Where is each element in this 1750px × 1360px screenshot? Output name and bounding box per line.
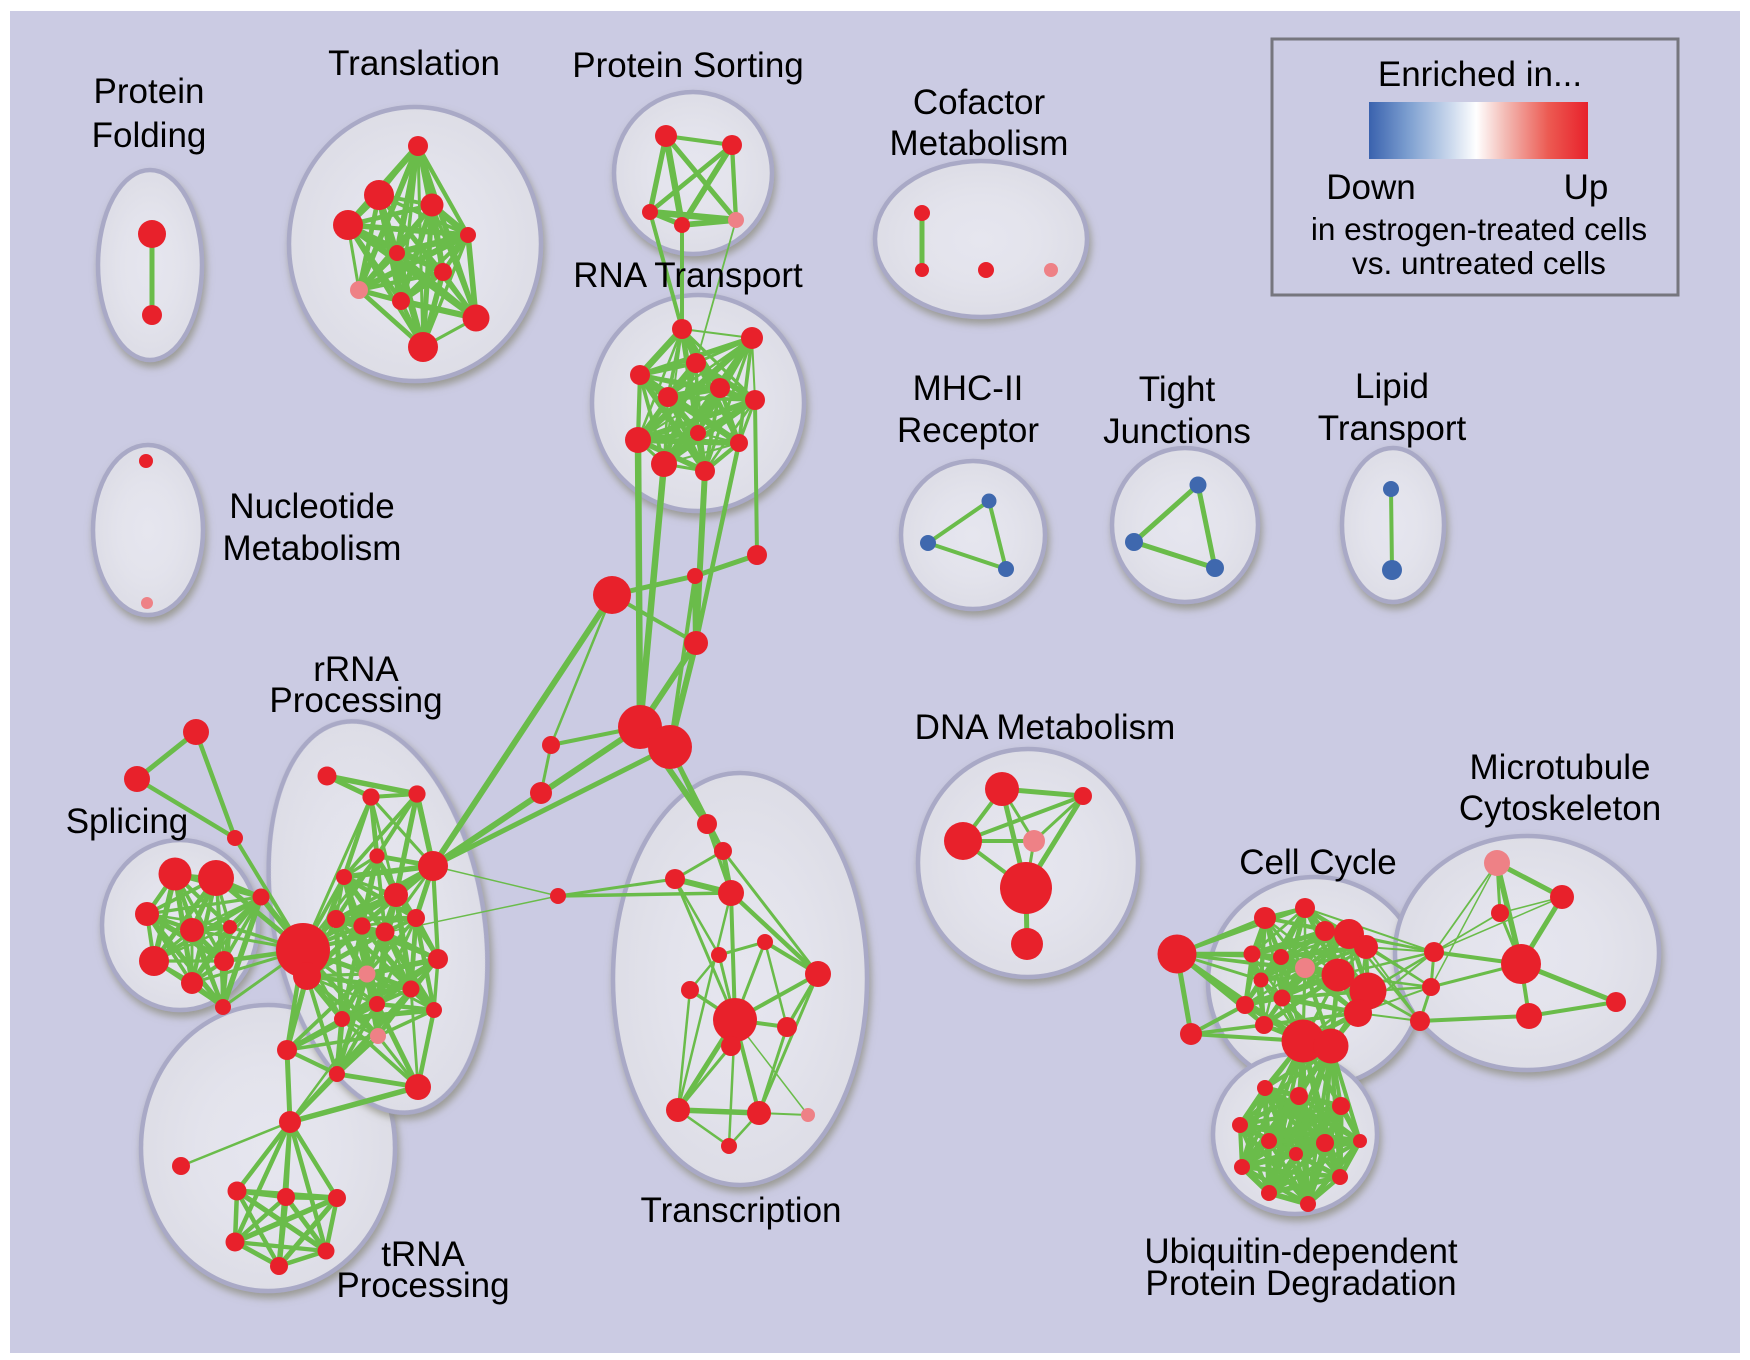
svg-text:tRNA: tRNA [381,1235,465,1274]
svg-text:Processing: Processing [269,681,442,720]
svg-text:Metabolism: Metabolism [890,124,1069,163]
svg-text:Enriched in...: Enriched in... [1378,55,1582,94]
svg-text:Microtubule: Microtubule [1470,748,1651,787]
svg-text:in estrogen-treated cells: in estrogen-treated cells [1311,211,1647,247]
svg-text:Up: Up [1564,168,1609,207]
svg-text:Down: Down [1326,168,1415,207]
svg-text:RNA Transport: RNA Transport [573,256,803,295]
svg-text:Translation: Translation [328,44,500,83]
svg-text:Protein: Protein [94,72,205,111]
svg-text:Lipid: Lipid [1355,367,1429,406]
svg-text:Nucleotide: Nucleotide [229,487,394,526]
svg-text:Ubiquitin-dependent: Ubiquitin-dependent [1144,1232,1458,1271]
svg-text:DNA Metabolism: DNA Metabolism [915,708,1176,747]
svg-text:MHC-II: MHC-II [913,369,1024,408]
svg-text:Protein Degradation: Protein Degradation [1145,1264,1456,1303]
svg-text:Cell Cycle: Cell Cycle [1239,843,1397,882]
svg-text:Tight: Tight [1139,370,1216,409]
svg-text:Receptor: Receptor [897,411,1039,450]
svg-text:Cofactor: Cofactor [913,83,1046,122]
svg-text:Transport: Transport [1318,409,1467,448]
svg-text:Processing: Processing [336,1266,509,1305]
svg-text:Splicing: Splicing [66,802,189,841]
svg-text:Cytoskeleton: Cytoskeleton [1459,789,1661,828]
svg-text:rRNA: rRNA [313,650,399,689]
svg-text:Junctions: Junctions [1103,412,1251,451]
svg-text:Folding: Folding [92,116,207,155]
svg-text:vs. untreated cells: vs. untreated cells [1352,245,1606,281]
svg-text:Protein Sorting: Protein Sorting [572,46,804,85]
svg-text:Metabolism: Metabolism [223,529,402,568]
svg-text:Transcription: Transcription [641,1191,842,1230]
